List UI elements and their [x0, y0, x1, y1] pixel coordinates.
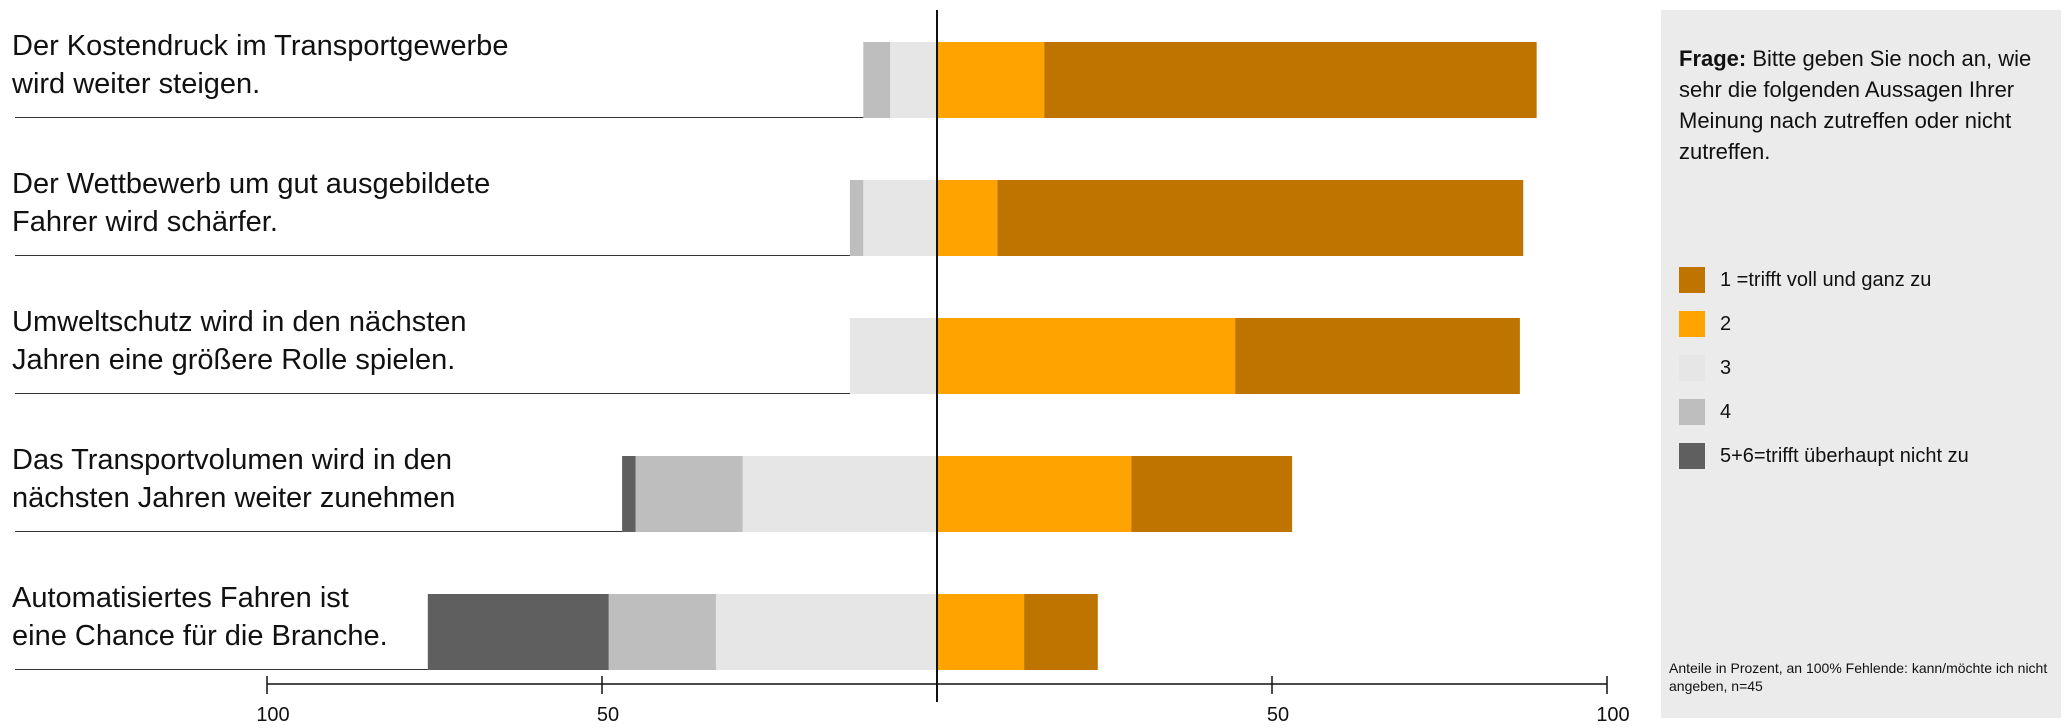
legend-label-2: 2 — [1720, 312, 1732, 335]
bar-2-row-1 — [937, 42, 1045, 118]
legend-label-4: 4 — [1720, 400, 1732, 423]
legend-item-4: 4 — [1679, 398, 1731, 426]
legend-item-5: 5+6=trifft überhaupt nicht zu — [1679, 442, 1969, 470]
category-label-1: Der Kostendruck im Transportgewerbe wird… — [12, 30, 509, 100]
legend-item-1: 1 =trifft voll und ganz zu — [1679, 266, 1931, 294]
category-label-5: Automatisiertes Fahren ist eine Chance f… — [12, 582, 388, 652]
x-tick-label-3: 50 — [1267, 704, 1289, 726]
legend-swatch-3 — [1679, 355, 1705, 381]
bar-3-row-4 — [742, 456, 937, 532]
bar-2-row-2 — [937, 180, 998, 256]
bar-1-row-5 — [1024, 594, 1098, 670]
bar-5-row-4 — [622, 456, 636, 532]
bar-4-row-4 — [635, 456, 743, 532]
bar-3-row-5 — [715, 594, 937, 670]
bar-2-row-3 — [937, 318, 1236, 394]
bar-1-row-3 — [1235, 318, 1520, 394]
bar-1-row-4 — [1131, 456, 1293, 532]
bar-2-row-5 — [937, 594, 1025, 670]
bar-2-row-4 — [937, 456, 1132, 532]
bar-1-row-2 — [997, 180, 1524, 256]
question-prefix: Frage: — [1679, 46, 1747, 71]
legend-swatch-5 — [1679, 443, 1705, 469]
bar-3-row-2 — [863, 180, 937, 256]
bar-4-row-2 — [849, 180, 864, 256]
legend-swatch-1 — [1679, 267, 1705, 293]
x-tick-label-4: 100 — [1596, 704, 1629, 726]
chart-plot: 100 50 50 100 — [15, 10, 1630, 726]
category-label-2: Der Wettbewerb um gut ausgebildete Fahre… — [12, 168, 491, 238]
question-body: Bitte geben Sie noch an, wie sehr die fo… — [1679, 46, 2032, 164]
category-label-4: Das Transportvolumen wird in den nächste… — [12, 444, 456, 514]
x-tick-label-2: 50 — [597, 704, 619, 726]
bar-3-row-1 — [890, 42, 937, 118]
bar-4-row-5 — [608, 594, 716, 670]
legend-swatch-4 — [1679, 399, 1705, 425]
footnote: Anteile in Prozent, an 100% Fehlende: ka… — [1669, 660, 2048, 694]
legend-label-3: 3 — [1720, 356, 1732, 379]
question-text: Frage: Bitte geben Sie noch an, wie sehr… — [1679, 43, 2064, 167]
bar-4-row-1 — [863, 42, 891, 118]
legend-item-2: 2 — [1679, 310, 1731, 338]
legend-item-3: 3 — [1679, 354, 1731, 382]
legend-label-1: 1 =trifft voll und ganz zu — [1720, 268, 1932, 291]
legend-label-5: 5+6=trifft überhaupt nicht zu — [1720, 444, 1969, 467]
bar-3-row-3 — [849, 318, 937, 394]
x-tick-label-1: 100 — [256, 704, 289, 726]
bar-5-row-5 — [427, 594, 609, 670]
legend-swatch-2 — [1679, 311, 1705, 337]
category-label-3: Umweltschutz wird in den nächsten Jahren… — [12, 306, 467, 376]
legend-panel: Frage: Bitte geben Sie noch an, wie sehr… — [1661, 10, 2061, 718]
bar-1-row-1 — [1044, 42, 1537, 118]
